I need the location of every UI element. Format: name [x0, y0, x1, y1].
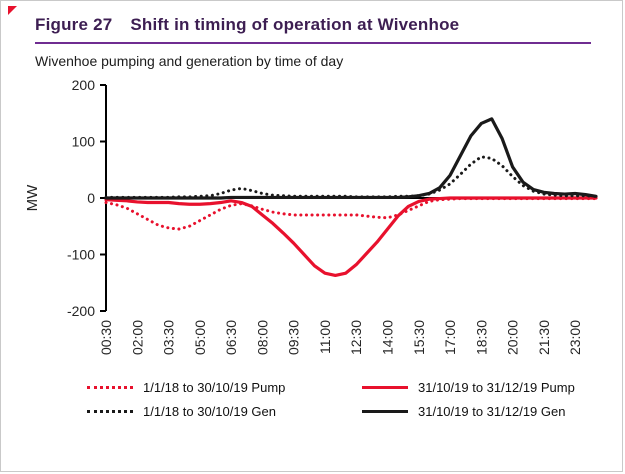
series-line-3 — [104, 117, 598, 200]
x-tick-label: 17:00 — [442, 320, 458, 355]
x-tick-label: 05:00 — [192, 320, 208, 355]
x-tick-label: 00:30 — [98, 320, 114, 355]
figure-title: Figure 27 Shift in timing of operation at… — [35, 15, 594, 35]
y-tick-label: 200 — [72, 77, 96, 93]
y-tick-label: -200 — [67, 303, 95, 319]
x-tick-label: 02:00 — [129, 320, 145, 355]
x-tick-label: 03:30 — [161, 320, 177, 355]
series-line-2 — [104, 155, 598, 199]
y-tick-label: 100 — [72, 134, 96, 150]
legend-swatch-solid — [362, 386, 408, 389]
chart-subtitle: Wivenhoe pumping and generation by time … — [35, 53, 344, 69]
figure-title-text: Shift in timing of operation at Wivenhoe — [130, 15, 460, 34]
title-divider — [35, 42, 591, 44]
x-tick-label: 09:30 — [286, 320, 302, 355]
legend-item-pump-old: 1/1/18 to 30/10/19 Pump — [87, 380, 362, 395]
x-tick-label: 08:00 — [254, 320, 270, 355]
series-line-1 — [104, 196, 598, 278]
red-corner-mark — [8, 6, 17, 15]
legend-swatch-dotted — [87, 410, 133, 413]
x-tick-label: 12:30 — [348, 320, 364, 355]
legend-label: 1/1/18 to 30/10/19 Gen — [143, 404, 276, 419]
legend-label: 31/10/19 to 31/12/19 Gen — [418, 404, 566, 419]
x-tick-label: 15:30 — [411, 320, 427, 355]
legend-swatch-solid — [362, 410, 408, 413]
x-tick-label: 14:00 — [379, 320, 395, 355]
x-tick-label: 20:00 — [505, 320, 521, 355]
chart-area: 200 100 0 -100 -200 00:30 02:00 03:30 05:00 06:30… — [11, 71, 598, 376]
x-tick-label: 23:00 — [567, 320, 583, 355]
legend-item-gen-new: 31/10/19 to 31/12/19 Gen — [362, 404, 622, 419]
legend-item-pump-new: 31/10/19 to 31/12/19 Pump — [362, 380, 622, 395]
legend-label: 31/10/19 to 31/12/19 Pump — [418, 380, 575, 395]
legend-label: 1/1/18 to 30/10/19 Pump — [143, 380, 286, 395]
legend-item-gen-old: 1/1/18 to 30/10/19 Gen — [87, 404, 362, 419]
y-tick-label: 0 — [87, 190, 95, 206]
x-tick-label: 21:30 — [536, 320, 552, 355]
x-tick-label: 06:30 — [223, 320, 239, 355]
y-tick-label: -100 — [67, 247, 95, 263]
x-tick-label: 18:30 — [473, 320, 489, 355]
legend-swatch-dotted — [87, 386, 133, 389]
x-tick-label: 11:00 — [317, 320, 333, 354]
figure-number: Figure 27 — [35, 15, 113, 34]
y-axis-title: MW — [24, 184, 41, 211]
chart-legend: 1/1/18 to 30/10/19 Pump 31/10/19 to 31/12… — [87, 380, 594, 419]
